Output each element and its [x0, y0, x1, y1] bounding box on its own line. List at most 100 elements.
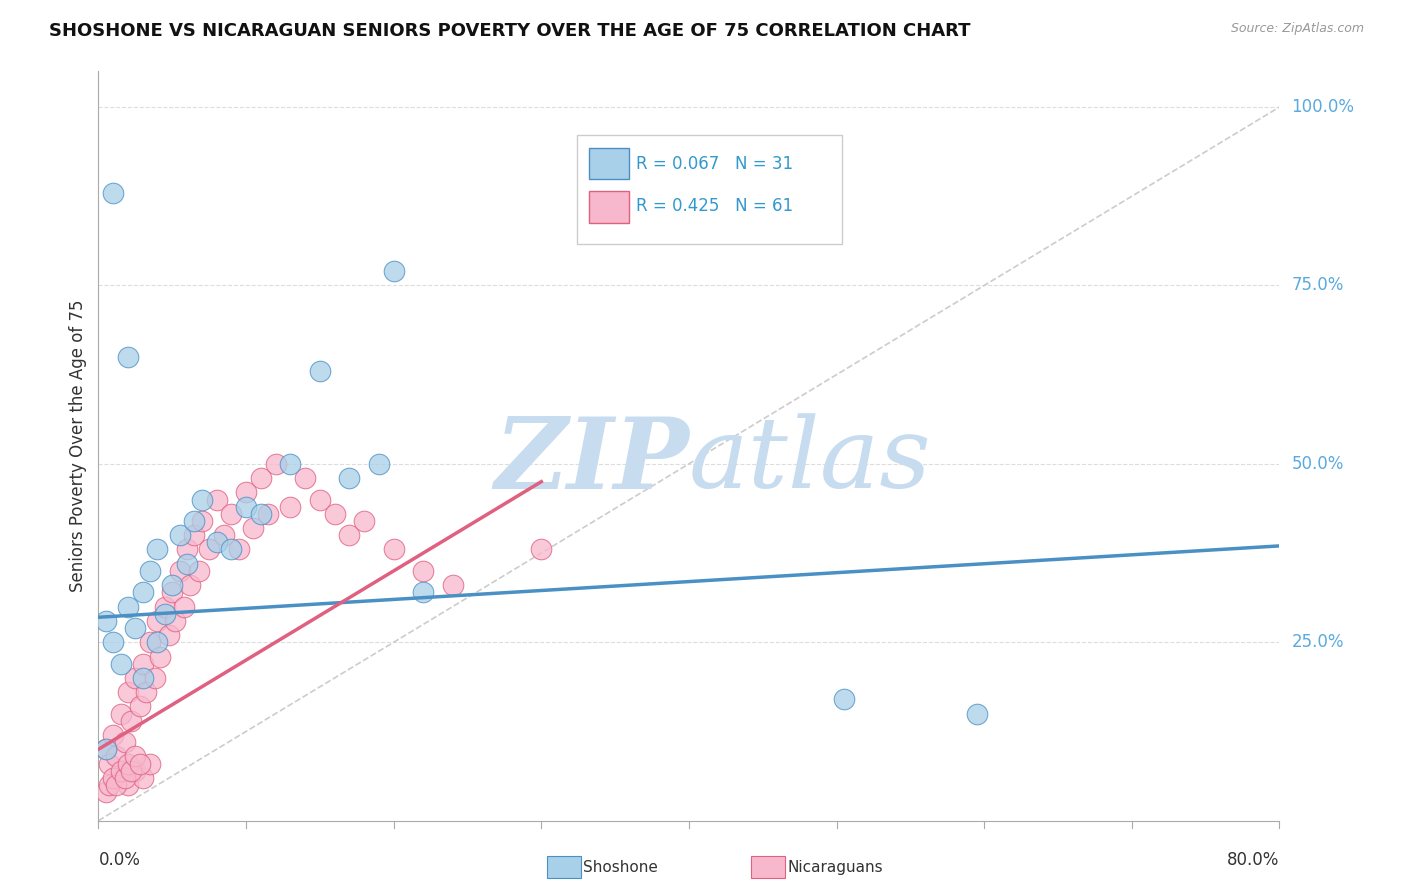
Text: ZIP: ZIP [494, 413, 689, 509]
Point [353, 514, 375, 528]
Point [264, 457, 287, 471]
Point [135, 685, 157, 699]
Point [250, 471, 273, 485]
Point [242, 521, 264, 535]
Point [114, 735, 136, 749]
Point [173, 599, 195, 614]
Text: SHOSHONE VS NICARAGUAN SENIORS POVERTY OVER THE AGE OF 75 CORRELATION CHART: SHOSHONE VS NICARAGUAN SENIORS POVERTY O… [49, 22, 970, 40]
Point [105, 749, 128, 764]
Point [114, 771, 136, 785]
Text: atlas: atlas [689, 413, 932, 508]
Text: 100.0%: 100.0% [1291, 98, 1354, 116]
Point [132, 671, 155, 685]
Point [221, 542, 243, 557]
Point [235, 485, 257, 500]
Point [103, 728, 125, 742]
Point [139, 635, 162, 649]
Point [132, 657, 155, 671]
Point [198, 542, 221, 557]
Point [412, 564, 434, 578]
Point [153, 607, 176, 621]
Point [120, 764, 142, 778]
Point [124, 671, 146, 685]
Point [117, 685, 139, 699]
Point [966, 706, 988, 721]
Point [212, 528, 235, 542]
Point [221, 507, 243, 521]
Point [162, 578, 183, 592]
Point [169, 564, 191, 578]
Point [97, 778, 120, 792]
Point [132, 771, 155, 785]
Point [128, 756, 150, 771]
Point [97, 756, 120, 771]
Point [110, 764, 132, 778]
Point [124, 749, 146, 764]
Text: 50.0%: 50.0% [1291, 455, 1344, 473]
Text: R = 0.425   N = 61: R = 0.425 N = 61 [636, 197, 793, 215]
Point [117, 778, 139, 792]
Point [382, 542, 405, 557]
Point [103, 771, 125, 785]
Point [441, 578, 464, 592]
Text: Nicaraguans: Nicaraguans [787, 860, 883, 874]
Point [124, 621, 146, 635]
Point [110, 657, 132, 671]
Point [323, 507, 346, 521]
Point [309, 492, 332, 507]
Point [117, 756, 139, 771]
Point [235, 500, 257, 514]
Point [179, 578, 201, 592]
Text: 75.0%: 75.0% [1291, 277, 1344, 294]
Point [530, 542, 553, 557]
Point [250, 507, 273, 521]
FancyBboxPatch shape [547, 856, 581, 878]
Point [191, 514, 214, 528]
Point [183, 528, 205, 542]
Point [412, 585, 434, 599]
Point [132, 585, 155, 599]
Text: 80.0%: 80.0% [1227, 851, 1279, 869]
Point [228, 542, 250, 557]
Point [124, 764, 146, 778]
Point [165, 614, 187, 628]
Point [110, 706, 132, 721]
Point [153, 599, 176, 614]
Point [103, 186, 125, 200]
Point [139, 564, 162, 578]
Text: Shoshone: Shoshone [583, 860, 658, 874]
Point [117, 599, 139, 614]
Point [146, 635, 169, 649]
Point [339, 471, 361, 485]
Point [120, 714, 142, 728]
FancyBboxPatch shape [751, 856, 785, 878]
Text: 25.0%: 25.0% [1291, 633, 1344, 651]
Point [117, 350, 139, 364]
Point [94, 785, 117, 799]
Point [280, 457, 302, 471]
Point [169, 528, 191, 542]
Point [162, 585, 183, 599]
Point [128, 699, 150, 714]
Point [257, 507, 280, 521]
Y-axis label: Seniors Poverty Over the Age of 75: Seniors Poverty Over the Age of 75 [69, 300, 87, 592]
Point [191, 492, 214, 507]
Text: 0.0%: 0.0% [98, 851, 141, 869]
Point [103, 635, 125, 649]
Point [205, 535, 228, 549]
Point [149, 649, 172, 664]
FancyBboxPatch shape [576, 135, 842, 244]
Text: Source: ZipAtlas.com: Source: ZipAtlas.com [1230, 22, 1364, 36]
Point [339, 528, 361, 542]
Point [205, 492, 228, 507]
Point [94, 614, 117, 628]
Point [94, 742, 117, 756]
Point [143, 671, 166, 685]
Point [146, 614, 169, 628]
Point [176, 557, 198, 571]
FancyBboxPatch shape [589, 191, 628, 223]
Point [105, 778, 128, 792]
Point [176, 542, 198, 557]
Point [368, 457, 391, 471]
Point [187, 564, 209, 578]
